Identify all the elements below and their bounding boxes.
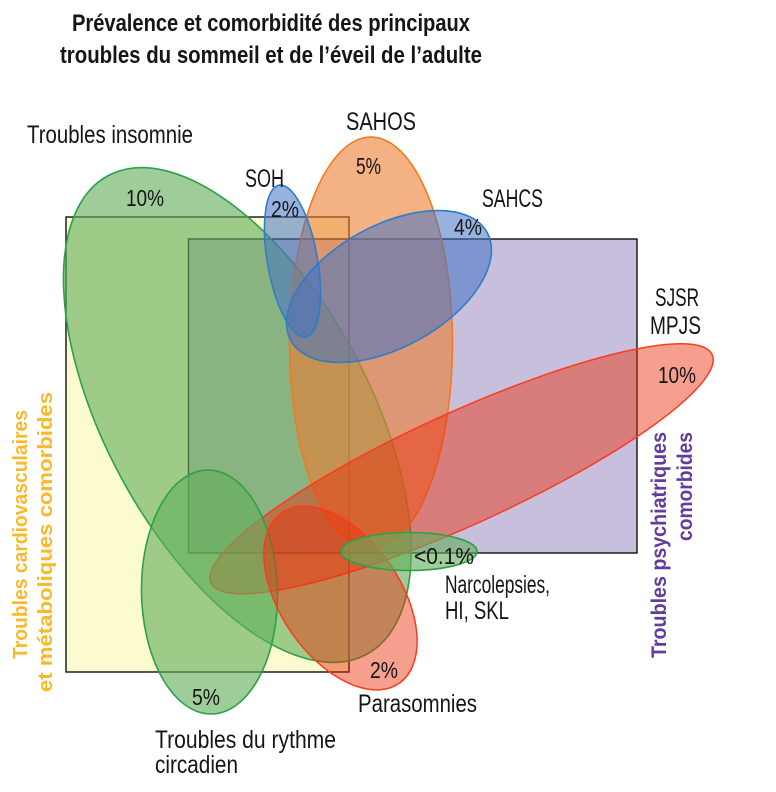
- svg-text:troubles du sommeil et de l’év: troubles du sommeil et de l’éveil de l’a…: [60, 42, 482, 69]
- svg-text:circadien: circadien: [155, 751, 238, 779]
- svg-text:5%: 5%: [192, 684, 220, 710]
- svg-text:2%: 2%: [271, 196, 299, 222]
- svg-text:SJSR: SJSR: [655, 284, 699, 312]
- svg-text:Troubles du rythme: Troubles du rythme: [155, 726, 336, 754]
- svg-text:MPJS: MPJS: [650, 312, 701, 340]
- svg-text:<0.1%: <0.1%: [414, 543, 474, 569]
- svg-text:10%: 10%: [658, 362, 696, 388]
- svg-text:et métaboliques comorbides: et métaboliques comorbides: [35, 392, 57, 692]
- svg-text:comorbides: comorbides: [674, 432, 697, 541]
- svg-text:5%: 5%: [356, 153, 381, 179]
- svg-text:4%: 4%: [454, 214, 482, 240]
- svg-text:Prévalence et comorbidité des: Prévalence et comorbidité des principaux: [72, 10, 471, 37]
- svg-text:Parasomnies: Parasomnies: [358, 690, 477, 718]
- svg-text:2%: 2%: [370, 657, 398, 683]
- svg-text:10%: 10%: [126, 185, 164, 211]
- svg-text:SAHOS: SAHOS: [346, 108, 416, 136]
- svg-text:HI, SKL: HI, SKL: [445, 597, 509, 625]
- svg-text:Troubles insomnie: Troubles insomnie: [27, 121, 193, 149]
- svg-text:SOH: SOH: [245, 165, 284, 193]
- svg-text:SAHCS: SAHCS: [482, 185, 543, 213]
- svg-text:Troubles psychiatriques: Troubles psychiatriques: [648, 432, 671, 658]
- svg-text:Troubles cardiovasculaires: Troubles cardiovasculaires: [10, 410, 32, 659]
- svg-text:Narcolepsies,: Narcolepsies,: [445, 571, 550, 599]
